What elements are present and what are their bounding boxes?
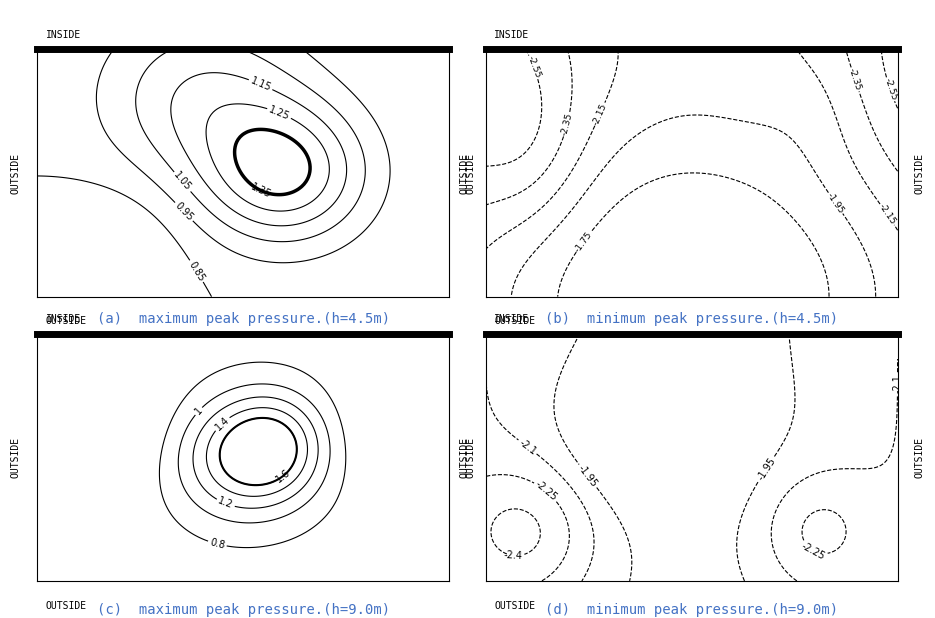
Text: 1.4: 1.4: [213, 415, 231, 433]
Text: -2.25: -2.25: [533, 480, 559, 503]
Text: -2.55: -2.55: [525, 54, 542, 80]
Text: INSIDE: INSIDE: [495, 314, 530, 324]
Text: INSIDE: INSIDE: [46, 30, 81, 40]
Text: OUTSIDE: OUTSIDE: [914, 437, 924, 478]
Text: -1.95: -1.95: [576, 463, 599, 489]
Text: -1.95: -1.95: [826, 191, 846, 215]
Text: OUTSIDE: OUTSIDE: [495, 316, 536, 326]
Text: 1.15: 1.15: [249, 75, 272, 93]
Text: OUTSIDE: OUTSIDE: [460, 437, 469, 478]
Text: INSIDE: INSIDE: [495, 30, 530, 40]
Text: OUTSIDE: OUTSIDE: [466, 153, 475, 193]
Text: -2.25: -2.25: [800, 541, 827, 561]
Text: INSIDE: INSIDE: [46, 314, 81, 324]
Text: 1.05: 1.05: [171, 171, 193, 193]
Text: OUTSIDE: OUTSIDE: [914, 153, 924, 193]
Text: 1.6: 1.6: [274, 467, 292, 485]
Text: (c)  maximum peak pressure.(h=9.0m): (c) maximum peak pressure.(h=9.0m): [96, 603, 390, 617]
Text: -2.55: -2.55: [883, 77, 899, 102]
Text: -1.75: -1.75: [573, 230, 594, 254]
Text: -1.95: -1.95: [755, 455, 777, 482]
Text: OUTSIDE: OUTSIDE: [495, 601, 536, 611]
Text: 1.25: 1.25: [267, 104, 291, 122]
Text: (b)  minimum peak pressure.(h=4.5m): (b) minimum peak pressure.(h=4.5m): [545, 312, 839, 326]
Text: OUTSIDE: OUTSIDE: [11, 437, 21, 478]
Text: (a)  maximum peak pressure.(h=4.5m): (a) maximum peak pressure.(h=4.5m): [96, 312, 390, 326]
Text: OUTSIDE: OUTSIDE: [46, 601, 87, 611]
Text: 0.8: 0.8: [209, 537, 226, 551]
Text: -2.15: -2.15: [591, 102, 609, 127]
Text: -2.15: -2.15: [877, 202, 898, 227]
Text: OUTSIDE: OUTSIDE: [460, 153, 469, 193]
Text: -2.35: -2.35: [560, 112, 574, 137]
Text: 1.2: 1.2: [217, 496, 235, 511]
Text: -2.1: -2.1: [517, 437, 538, 457]
Text: OUTSIDE: OUTSIDE: [11, 153, 21, 193]
Text: OUTSIDE: OUTSIDE: [466, 437, 475, 478]
Text: 1.35: 1.35: [249, 181, 272, 200]
Text: 1: 1: [193, 405, 205, 417]
Text: -2.35: -2.35: [847, 67, 863, 92]
Text: -2.4: -2.4: [503, 550, 523, 561]
Text: OUTSIDE: OUTSIDE: [46, 316, 87, 326]
Text: 0.85: 0.85: [187, 260, 207, 283]
Text: 0.95: 0.95: [173, 201, 195, 223]
Text: -2.1: -2.1: [893, 374, 902, 393]
Text: (d)  minimum peak pressure.(h=9.0m): (d) minimum peak pressure.(h=9.0m): [545, 603, 839, 617]
